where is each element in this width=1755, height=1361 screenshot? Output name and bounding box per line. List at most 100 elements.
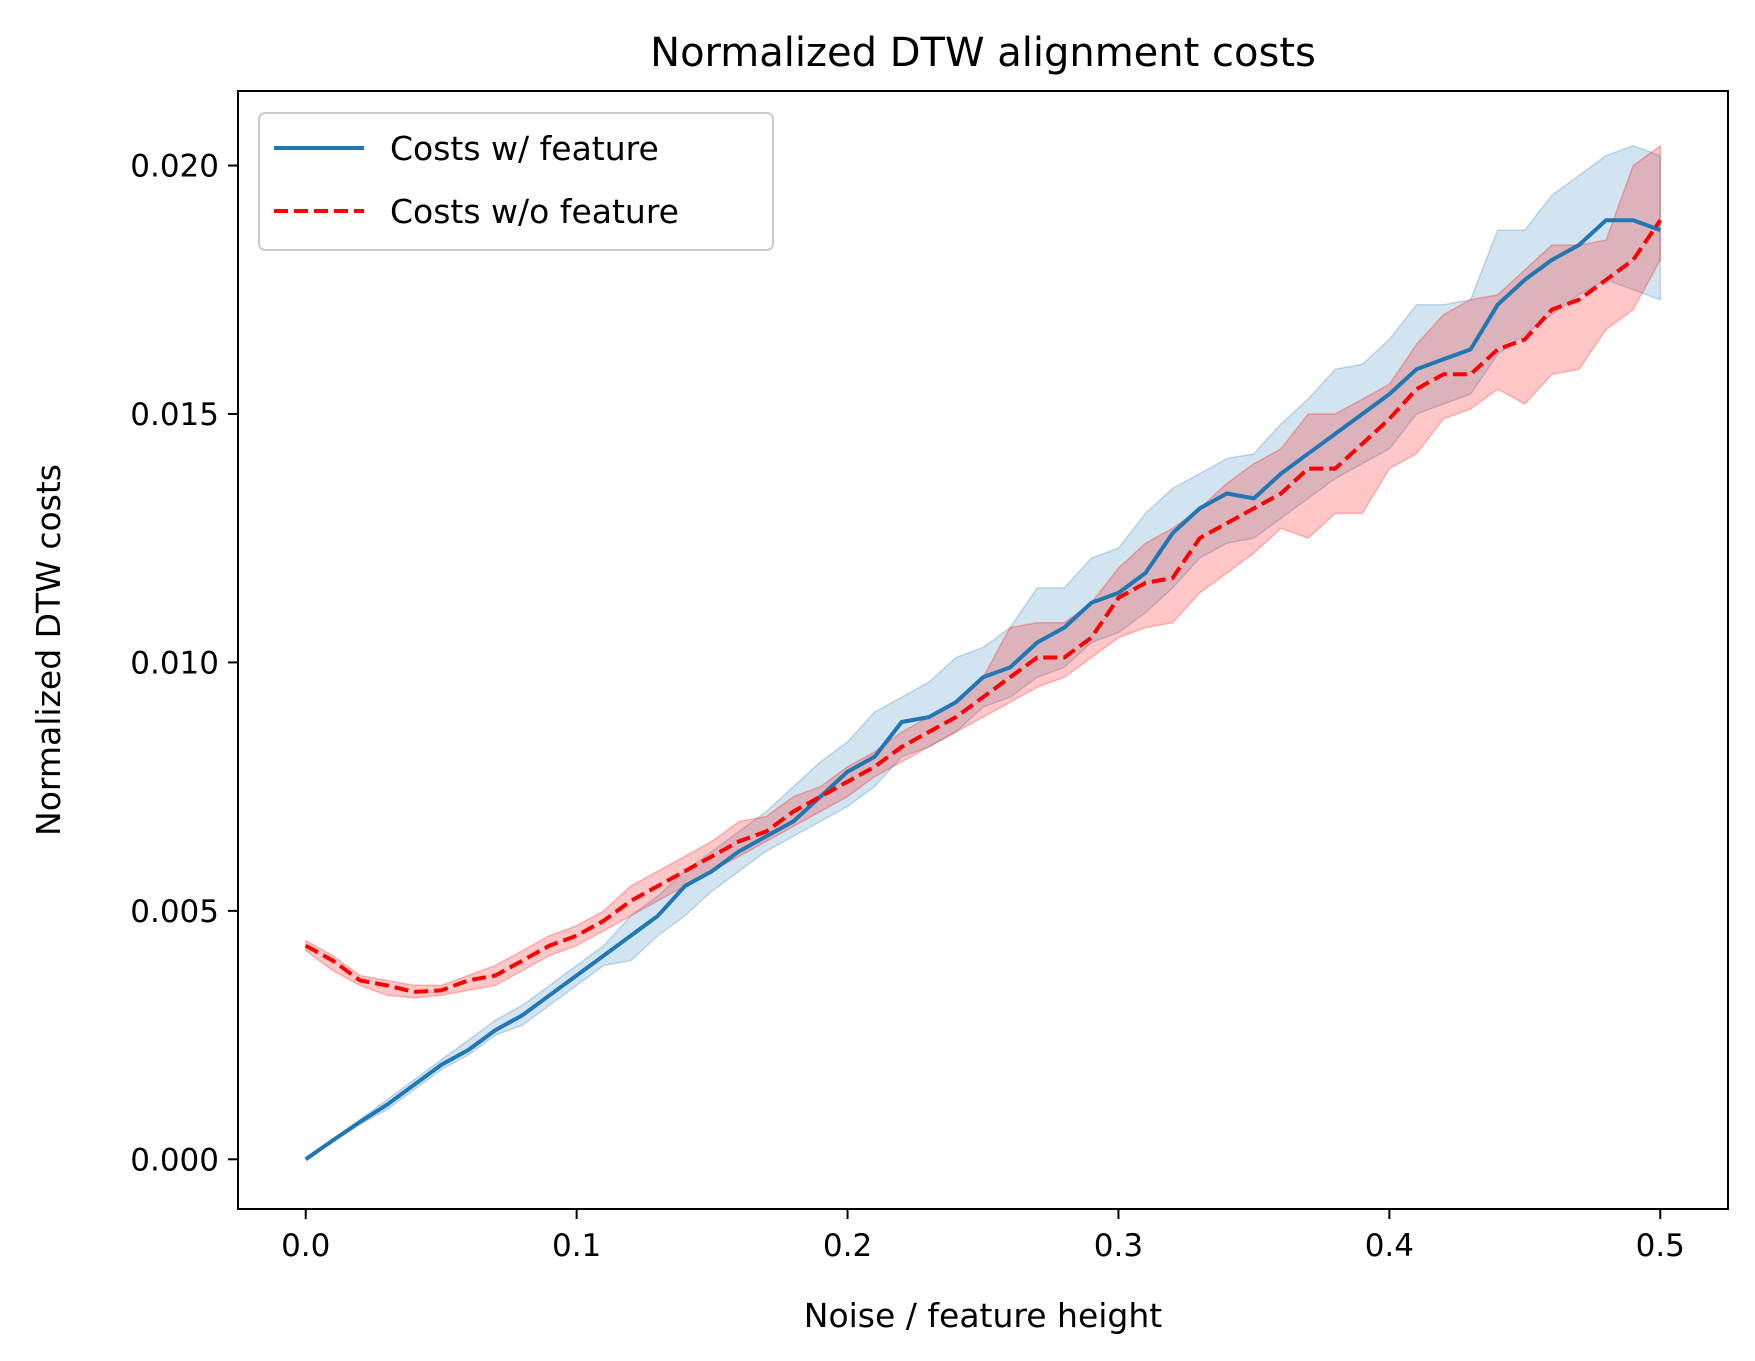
point-costs-w-o-feature — [304, 944, 308, 948]
point-costs-w-o-feature — [1144, 581, 1148, 585]
point-costs-w-o-feature — [1252, 506, 1256, 510]
point-costs-w-feature — [1387, 392, 1391, 396]
x-tick-label: 0.2 — [823, 1228, 872, 1264]
x-tick-label: 0.0 — [281, 1228, 330, 1264]
point-costs-w-feature — [575, 974, 579, 978]
point-costs-w-feature — [981, 675, 985, 679]
point-costs-w-o-feature — [710, 854, 714, 858]
point-costs-w-o-feature — [1442, 372, 1446, 376]
point-costs-w-feature — [1171, 531, 1175, 535]
point-costs-w-o-feature — [1171, 576, 1175, 580]
point-costs-w-feature — [385, 1103, 389, 1107]
point-costs-w-o-feature — [466, 978, 470, 982]
chart-title: Normalized DTW alignment costs — [650, 30, 1316, 76]
x-tick-label: 0.1 — [552, 1228, 601, 1264]
plot-frame — [237, 90, 1729, 1210]
point-costs-w-o-feature — [1035, 656, 1039, 660]
x-tick-label: 0.4 — [1365, 1228, 1414, 1264]
line-costs-w-o-feature — [304, 219, 1662, 994]
point-costs-w-feature — [1360, 412, 1364, 416]
point-costs-w-feature — [737, 849, 741, 853]
point-costs-w-o-feature — [656, 884, 660, 888]
point-costs-w-feature — [304, 1157, 308, 1161]
point-costs-w-o-feature — [331, 959, 335, 963]
point-costs-w-o-feature — [358, 978, 362, 982]
point-costs-w-feature — [1089, 601, 1093, 605]
point-costs-w-feature — [1658, 228, 1662, 232]
y-tick-label: 0.015 — [130, 397, 219, 433]
y-axis-ticks: 0.000 0.005 0.010 0.015 0.020 — [130, 149, 238, 1178]
point-costs-w-o-feature — [927, 730, 931, 734]
x-axis-ticks: 0.0 0.1 0.2 0.3 0.4 0.5 — [281, 1209, 1685, 1264]
y-tick-label: 0.005 — [130, 894, 219, 930]
point-costs-w-o-feature — [439, 988, 443, 992]
point-costs-w-o-feature — [981, 695, 985, 699]
point-costs-w-o-feature — [629, 899, 633, 903]
point-costs-w-feature — [791, 819, 795, 823]
point-costs-w-o-feature — [1550, 308, 1554, 312]
point-costs-w-feature — [1144, 571, 1148, 575]
point-costs-w-o-feature — [1062, 656, 1066, 660]
point-costs-w-o-feature — [1333, 467, 1337, 471]
point-costs-w-feature — [1062, 626, 1066, 630]
point-costs-w-feature — [1631, 218, 1635, 222]
point-costs-w-o-feature — [575, 934, 579, 938]
point-costs-w-feature — [656, 914, 660, 918]
legend-box — [258, 112, 774, 251]
point-costs-w-o-feature — [602, 919, 606, 923]
point-costs-w-feature — [1496, 303, 1500, 307]
point-costs-w-feature — [954, 700, 958, 704]
point-costs-w-o-feature — [385, 983, 389, 987]
point-costs-w-feature — [683, 884, 687, 888]
point-costs-w-o-feature — [1089, 636, 1093, 640]
legend-label-costs-w-feature: Costs w/ feature — [390, 129, 659, 168]
point-costs-w-o-feature — [1415, 387, 1419, 391]
point-costs-w-o-feature — [1225, 521, 1229, 525]
x-axis-label: Noise / feature height — [804, 1296, 1163, 1335]
point-costs-w-feature — [710, 869, 714, 873]
point-costs-w-feature — [873, 755, 877, 759]
point-costs-w-feature — [1442, 357, 1446, 361]
point-costs-w-feature — [1035, 641, 1039, 645]
point-costs-w-feature — [1415, 367, 1419, 371]
y-tick-label: 0.020 — [130, 149, 219, 185]
point-costs-w-o-feature — [683, 869, 687, 873]
point-costs-w-feature — [1550, 258, 1554, 262]
point-costs-w-o-feature — [791, 810, 795, 814]
point-costs-w-o-feature — [1198, 536, 1202, 540]
legend: Costs w/ feature Costs w/o feature — [258, 112, 774, 251]
point-costs-w-feature — [1469, 347, 1473, 351]
x-tick-label: 0.3 — [1094, 1228, 1143, 1264]
point-costs-w-feature — [1577, 243, 1581, 247]
y-tick-label: 0.000 — [130, 1142, 219, 1178]
point-costs-w-feature — [1008, 665, 1012, 669]
point-costs-w-feature — [331, 1138, 335, 1142]
point-costs-w-o-feature — [873, 765, 877, 769]
point-costs-w-o-feature — [548, 944, 552, 948]
point-costs-w-feature — [1333, 432, 1337, 436]
point-costs-w-o-feature — [1279, 492, 1283, 496]
point-costs-w-o-feature — [1306, 467, 1310, 471]
point-costs-w-feature — [493, 1028, 497, 1032]
point-costs-w-o-feature — [412, 990, 416, 994]
point-costs-w-o-feature — [1658, 218, 1662, 222]
point-costs-w-o-feature — [1008, 675, 1012, 679]
point-costs-w-feature — [1252, 496, 1256, 500]
point-costs-w-feature — [1604, 218, 1608, 222]
point-costs-w-o-feature — [1387, 417, 1391, 421]
point-costs-w-feature — [1279, 472, 1283, 476]
point-costs-w-feature — [358, 1120, 362, 1124]
point-costs-w-feature — [466, 1048, 470, 1052]
band-costs-w-feature — [305, 144, 1662, 1160]
point-costs-w-feature — [602, 954, 606, 958]
point-costs-w-feature — [439, 1063, 443, 1067]
point-costs-w-feature — [1523, 278, 1527, 282]
point-costs-w-feature — [1117, 591, 1121, 595]
point-costs-w-o-feature — [521, 959, 525, 963]
point-costs-w-o-feature — [900, 745, 904, 749]
point-costs-w-feature — [1306, 452, 1310, 456]
point-costs-w-feature — [927, 715, 931, 719]
point-costs-w-o-feature — [954, 715, 958, 719]
point-costs-w-feature — [629, 934, 633, 938]
